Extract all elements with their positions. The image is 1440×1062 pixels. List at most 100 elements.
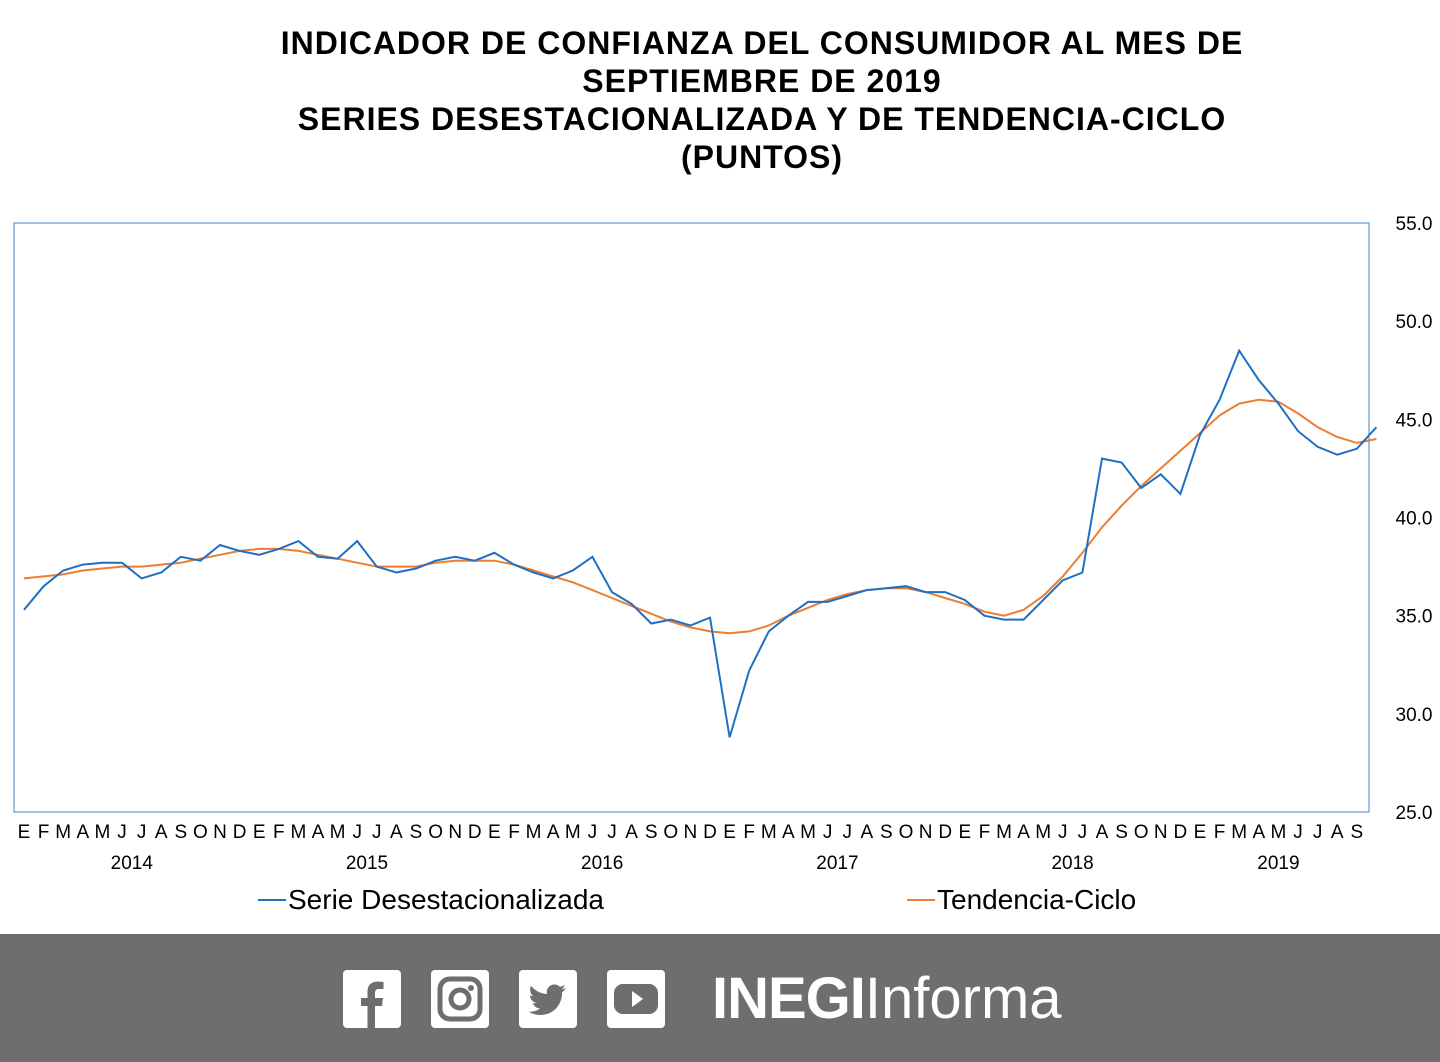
x-tick-label: M bbox=[94, 822, 110, 843]
x-tick-label: O bbox=[428, 822, 443, 843]
inegi-informa-logo: INEGIInforma bbox=[712, 966, 1062, 1031]
year-label: 2015 bbox=[346, 853, 388, 874]
legend-label: Tendencia-Ciclo bbox=[937, 884, 1137, 915]
year-label: 2018 bbox=[1051, 853, 1093, 874]
title-line-4: (PUNTOS) bbox=[680, 139, 844, 175]
legend-swatch-blue bbox=[258, 899, 286, 901]
x-tick-label: M bbox=[1270, 822, 1286, 843]
footer-bar: INEGIInforma bbox=[0, 934, 1440, 1062]
y-tick-label: 30.0 bbox=[1396, 705, 1433, 726]
x-tick-label: S bbox=[1115, 822, 1128, 843]
x-tick-label: N bbox=[213, 822, 227, 843]
title-line-3: SERIES DESESTACIONALIZADA Y DE TENDENCIA… bbox=[297, 101, 1227, 137]
x-tick-label: M bbox=[996, 822, 1012, 843]
year-label: 2017 bbox=[816, 853, 858, 874]
y-tick-label: 40.0 bbox=[1396, 509, 1433, 530]
x-tick-label: J bbox=[607, 822, 617, 843]
chart-title: INDICADOR DE CONFIANZA DEL CONSUMIDOR AL… bbox=[0, 24, 1440, 176]
x-tick-label: E bbox=[488, 822, 501, 843]
legend: Serie Desestacionalizada Tendencia-Ciclo bbox=[0, 884, 1440, 920]
x-tick-label: E bbox=[1194, 822, 1207, 843]
x-tick-label: M bbox=[565, 822, 581, 843]
x-tick-label: A bbox=[1252, 822, 1265, 843]
x-tick-label: J bbox=[117, 822, 127, 843]
x-tick-label: A bbox=[1017, 822, 1030, 843]
x-tick-label: O bbox=[663, 822, 678, 843]
year-label: 2014 bbox=[111, 853, 154, 874]
year-label: 2016 bbox=[581, 853, 623, 874]
x-tick-label: A bbox=[860, 822, 873, 843]
x-tick-label: A bbox=[782, 822, 795, 843]
x-tick-label: E bbox=[253, 822, 266, 843]
x-tick-label: J bbox=[1313, 822, 1323, 843]
twitter-icon[interactable] bbox=[519, 970, 577, 1028]
x-tick-label: S bbox=[410, 822, 423, 843]
x-tick-label: A bbox=[390, 822, 403, 843]
series-line-serie-desestacionalizada bbox=[23, 348, 1378, 738]
x-tick-label: F bbox=[979, 822, 991, 843]
x-tick-label: N bbox=[684, 822, 698, 843]
x-tick-label: D bbox=[703, 822, 717, 843]
x-tick-label: F bbox=[743, 822, 755, 843]
x-tick-label: F bbox=[38, 822, 50, 843]
plot-area bbox=[13, 222, 1370, 813]
x-tick-label: A bbox=[312, 822, 325, 843]
x-tick-label: J bbox=[588, 822, 598, 843]
y-tick-label: 35.0 bbox=[1396, 607, 1433, 628]
x-tick-label: J bbox=[842, 822, 852, 843]
x-tick-label: D bbox=[468, 822, 482, 843]
x-tick-label: J bbox=[823, 822, 833, 843]
legend-item-serie-desestacionalizada: Serie Desestacionalizada bbox=[258, 884, 604, 916]
year-label: 2019 bbox=[1257, 853, 1299, 874]
x-tick-label: M bbox=[1035, 822, 1051, 843]
x-tick-label: M bbox=[290, 822, 306, 843]
x-tick-label: J bbox=[137, 822, 147, 843]
x-tick-label: N bbox=[919, 822, 933, 843]
x-tick-label: A bbox=[1331, 822, 1344, 843]
instagram-icon[interactable] bbox=[431, 970, 489, 1028]
x-tick-label: J bbox=[1058, 822, 1068, 843]
x-tick-label: D bbox=[938, 822, 952, 843]
x-tick-label: M bbox=[526, 822, 542, 843]
series-line-tendencia-ciclo bbox=[23, 398, 1377, 635]
youtube-icon[interactable] bbox=[607, 970, 665, 1028]
x-tick-label: S bbox=[1350, 822, 1363, 843]
facebook-icon[interactable] bbox=[343, 970, 401, 1028]
x-tick-label: O bbox=[899, 822, 914, 843]
x-tick-label: M bbox=[1231, 822, 1247, 843]
x-tick-label: F bbox=[1214, 822, 1226, 843]
x-tick-label: N bbox=[448, 822, 462, 843]
x-tick-label: S bbox=[645, 822, 658, 843]
x-tick-label: N bbox=[1154, 822, 1168, 843]
x-tick-label: O bbox=[1134, 822, 1149, 843]
x-tick-label: A bbox=[547, 822, 560, 843]
y-tick-label: 50.0 bbox=[1396, 312, 1433, 333]
title-line-2: SEPTIEMBRE DE 2019 bbox=[582, 63, 942, 99]
x-tick-label: E bbox=[958, 822, 971, 843]
x-tick-label: O bbox=[193, 822, 208, 843]
y-tick-label: 55.0 bbox=[1396, 214, 1433, 235]
x-tick-label: J bbox=[372, 822, 382, 843]
x-tick-label: E bbox=[18, 822, 31, 843]
x-tick-label: A bbox=[76, 822, 89, 843]
legend-swatch-orange bbox=[907, 899, 935, 901]
x-tick-label: J bbox=[1078, 822, 1088, 843]
x-tick-label: M bbox=[55, 822, 71, 843]
x-tick-label: J bbox=[1293, 822, 1303, 843]
title-line-1: INDICADOR DE CONFIANZA DEL CONSUMIDOR AL… bbox=[280, 25, 1244, 61]
x-tick-label: E bbox=[723, 822, 736, 843]
x-tick-label: M bbox=[330, 822, 346, 843]
x-tick-label: S bbox=[174, 822, 187, 843]
y-tick-label: 45.0 bbox=[1396, 410, 1433, 431]
x-tick-label: A bbox=[1096, 822, 1109, 843]
x-tick-label: M bbox=[800, 822, 816, 843]
legend-item-tendencia-ciclo: Tendencia-Ciclo bbox=[907, 884, 1136, 916]
x-tick-label: S bbox=[880, 822, 893, 843]
x-tick-label: D bbox=[233, 822, 247, 843]
x-tick-label: A bbox=[155, 822, 168, 843]
x-tick-label: J bbox=[352, 822, 362, 843]
x-tick-label: F bbox=[508, 822, 520, 843]
x-tick-label: M bbox=[761, 822, 777, 843]
x-tick-label: A bbox=[625, 822, 638, 843]
